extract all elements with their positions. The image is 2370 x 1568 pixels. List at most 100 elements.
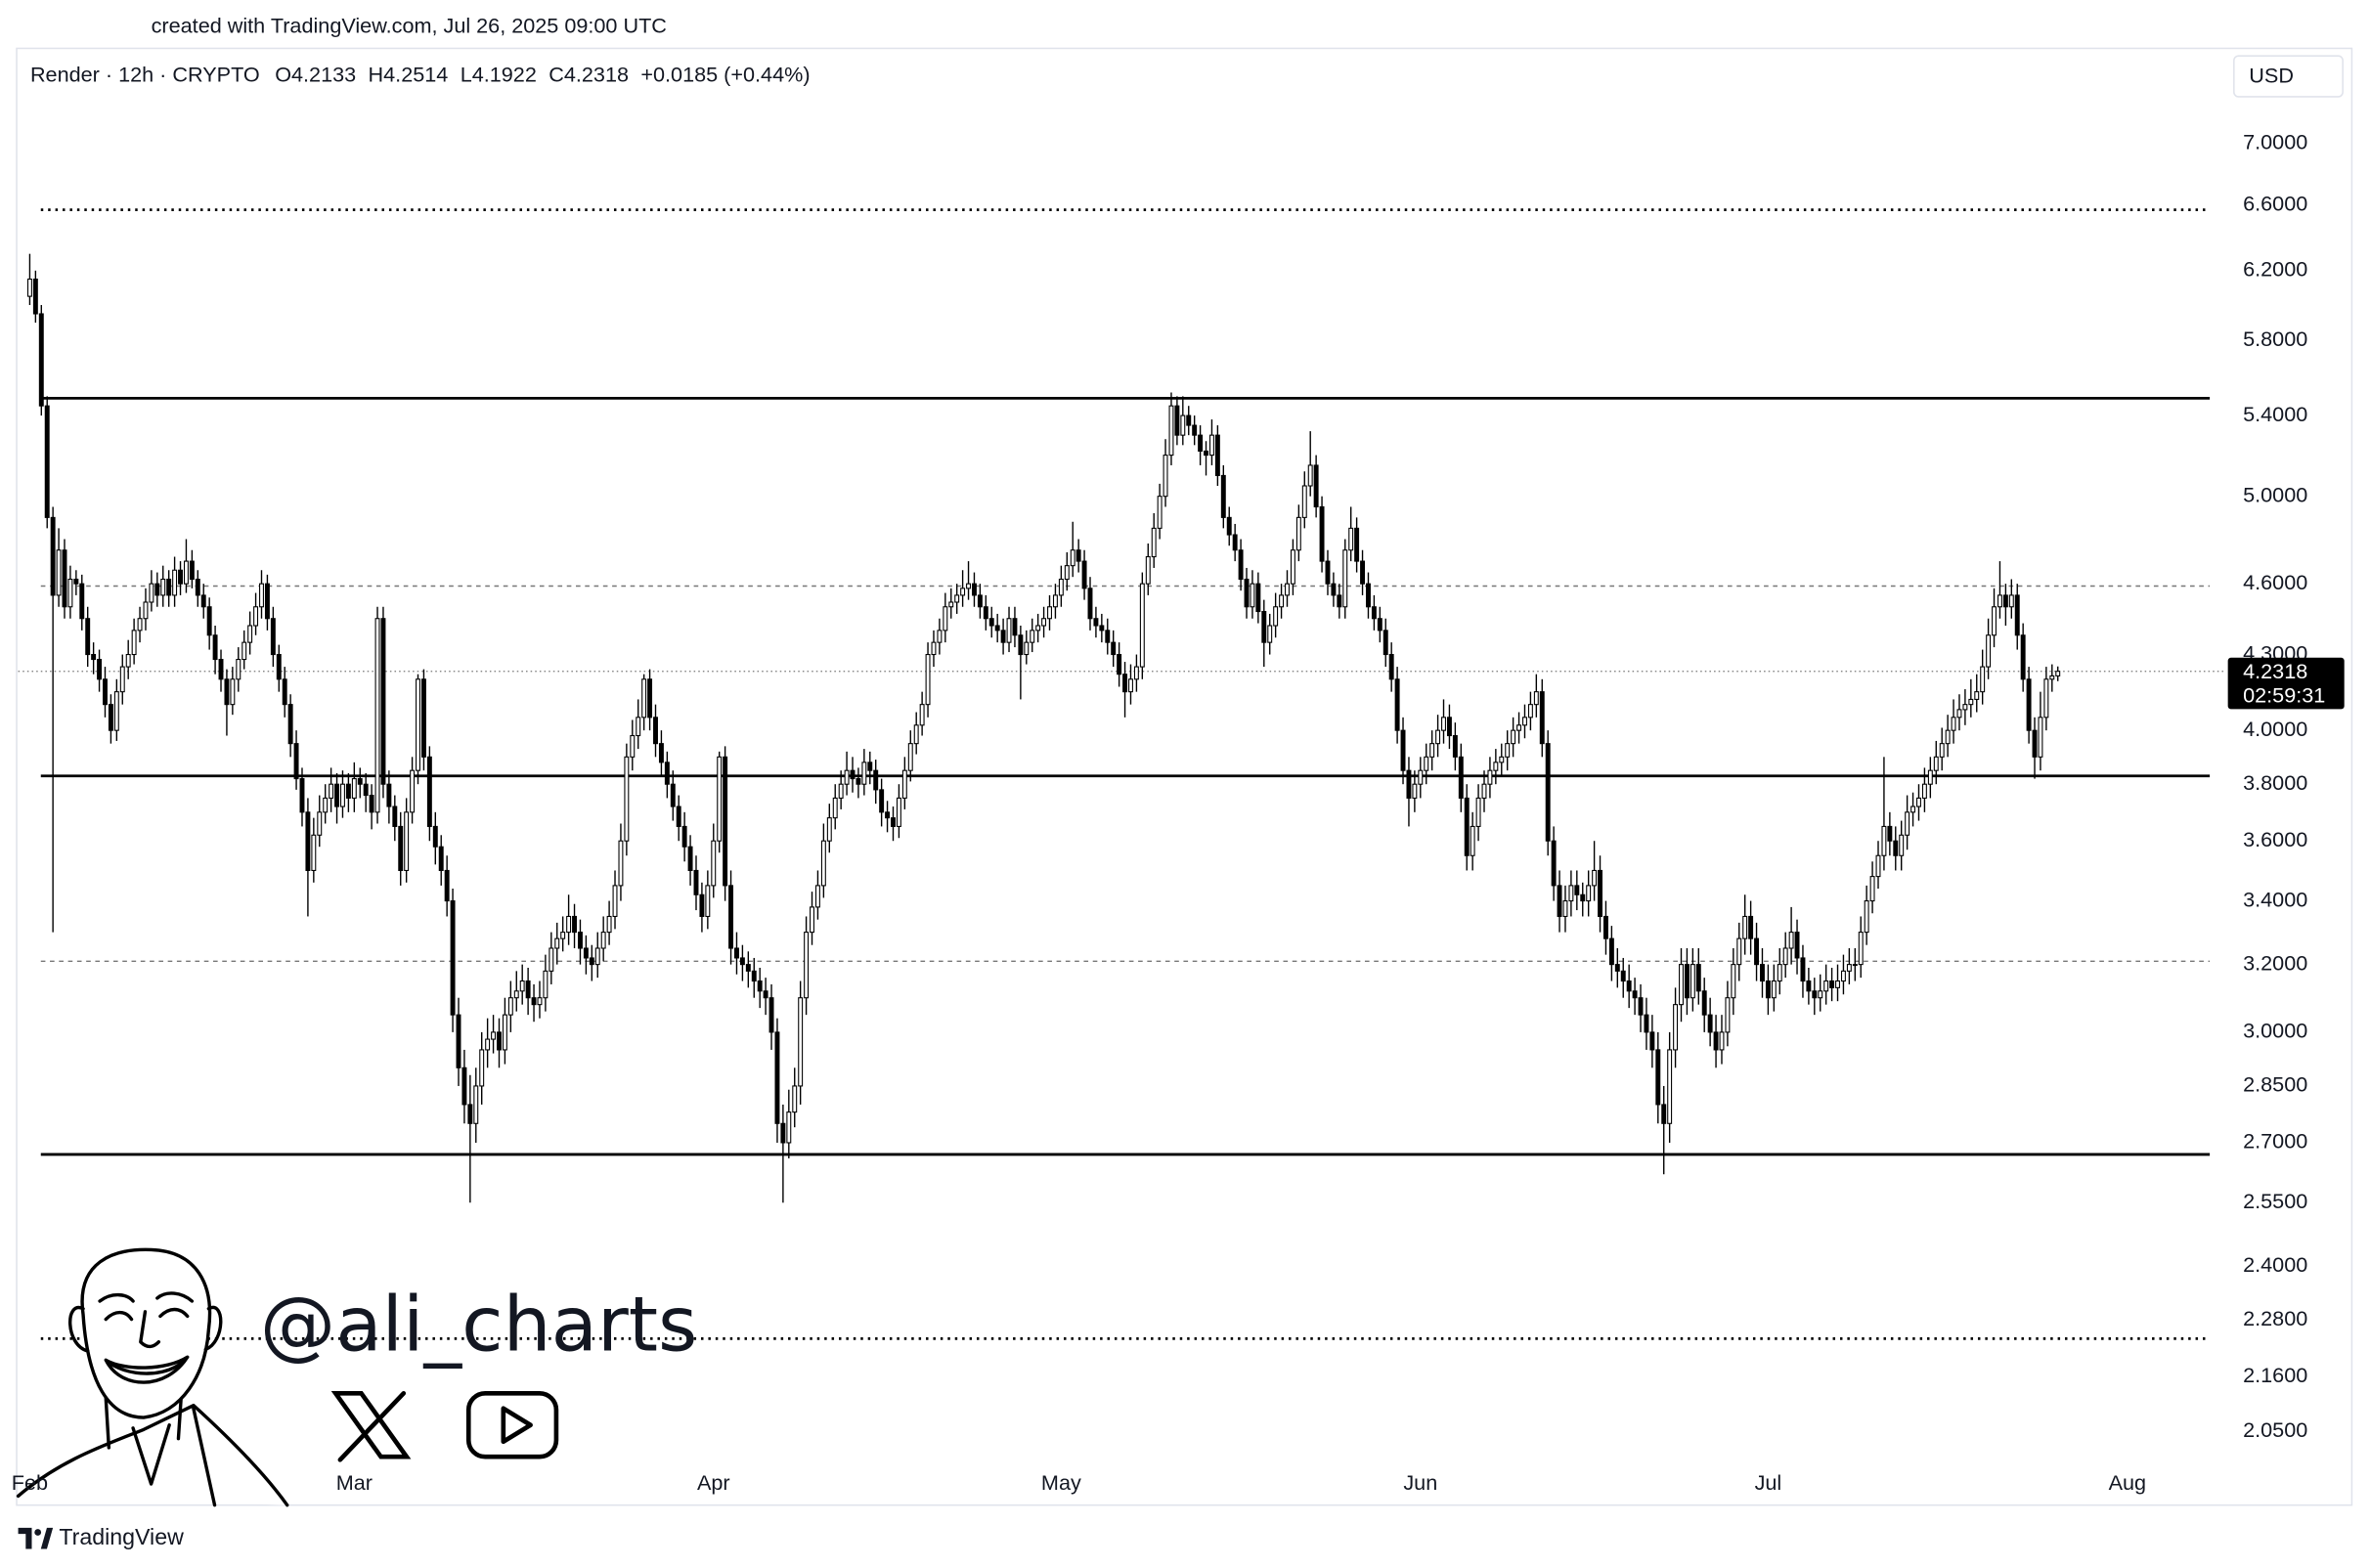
footer-logo xyxy=(18,1527,54,1549)
candle-body xyxy=(537,997,543,1006)
candle-body xyxy=(2026,678,2032,731)
candle-body xyxy=(497,1031,502,1051)
collar xyxy=(131,1407,217,1507)
candle-body xyxy=(1602,915,1608,939)
candle-body xyxy=(491,1031,497,1040)
y-tick-label: 2.0500 xyxy=(2243,1417,2307,1442)
candle-body xyxy=(560,932,566,939)
candle-body xyxy=(2043,678,2049,719)
candle-body xyxy=(1679,964,1684,1006)
y-tick-label: 3.0000 xyxy=(2243,1019,2307,1043)
logo-mark xyxy=(18,1527,32,1549)
candle-body xyxy=(1117,654,1122,675)
candle-body xyxy=(1673,1004,1679,1051)
candle-body xyxy=(583,947,589,959)
candle-body xyxy=(838,783,844,799)
candle-body xyxy=(305,811,311,872)
teeth xyxy=(110,1361,184,1375)
candle-body xyxy=(1099,625,1105,632)
candle-body xyxy=(519,980,525,992)
candle-body xyxy=(1452,734,1458,758)
x-tick-label: Jun xyxy=(1403,1470,1437,1495)
candle-body xyxy=(925,654,931,706)
candle-body xyxy=(311,834,317,872)
candle-body xyxy=(1910,806,1916,813)
candle-body xyxy=(485,1038,491,1051)
candle-body xyxy=(1394,678,1400,731)
candle-body xyxy=(1846,964,1852,972)
candle-body xyxy=(1041,618,1047,627)
candle-body xyxy=(780,1122,786,1144)
candle-body xyxy=(1087,588,1093,620)
candle-body xyxy=(160,578,166,596)
candle-body xyxy=(172,569,178,596)
candle-body xyxy=(1313,464,1319,508)
candle-body xyxy=(1204,450,1208,457)
candle-body xyxy=(1864,900,1869,934)
candle-body xyxy=(410,769,416,813)
candle-body xyxy=(1487,769,1493,785)
candle-body xyxy=(282,678,287,706)
footer-brand: TradingView xyxy=(59,1524,184,1549)
candle-body xyxy=(814,885,820,908)
candle-body xyxy=(1719,1031,1725,1051)
candle-body xyxy=(1644,1014,1649,1033)
y-tick-label: 3.2000 xyxy=(2243,950,2307,975)
candle-body xyxy=(1214,434,1220,476)
candle-body xyxy=(1226,516,1232,536)
candle-body xyxy=(1800,957,1806,982)
candle-body xyxy=(988,618,994,627)
candle-body xyxy=(687,846,693,872)
candle-body xyxy=(1075,549,1081,562)
candle-body xyxy=(606,915,612,934)
candle-body xyxy=(1250,583,1255,608)
candle-body xyxy=(149,583,154,603)
y-tick-label: 6.2000 xyxy=(2243,257,2307,282)
candle-body xyxy=(1377,618,1382,632)
candle-body xyxy=(1354,527,1360,562)
candle-body xyxy=(253,606,259,627)
candle-body xyxy=(1760,964,1765,982)
candle-body xyxy=(618,840,624,887)
candle-body xyxy=(1105,630,1111,643)
candle-body xyxy=(664,762,670,785)
candle-body xyxy=(745,964,751,972)
candle-body xyxy=(1539,691,1545,745)
candle-body xyxy=(1018,634,1024,656)
y-tick-label: 3.4000 xyxy=(2243,887,2307,911)
candle-body xyxy=(1916,797,1921,807)
candle-body xyxy=(2014,594,2020,636)
candle-body xyxy=(589,957,594,966)
candle-body xyxy=(1527,704,1533,719)
ohlc-value: 4.2514 xyxy=(383,62,448,86)
candle-body xyxy=(1464,797,1470,856)
candle-body xyxy=(1279,594,1285,608)
candle-body xyxy=(1505,743,1511,758)
candle-body xyxy=(1927,769,1933,785)
symbol-title: Render · 12h · CRYPTO xyxy=(30,62,260,86)
candle-body xyxy=(1661,1104,1667,1124)
candle-body xyxy=(1052,594,1058,608)
candle-body xyxy=(653,717,658,745)
candle-body xyxy=(1400,729,1406,771)
candle-body xyxy=(786,1111,792,1144)
y-tick-label: 2.4000 xyxy=(2243,1252,2307,1277)
candle-body xyxy=(1586,885,1592,902)
candle-body xyxy=(1360,560,1366,585)
x-tick-label: Jul xyxy=(1755,1470,1782,1495)
ohlc-label: L xyxy=(461,62,472,86)
candle-body xyxy=(1655,1049,1661,1106)
candle-body xyxy=(1000,630,1006,643)
y-tick-label: 4.6000 xyxy=(2243,570,2307,594)
candle-body xyxy=(913,724,919,745)
candle-body xyxy=(2002,594,2008,608)
candle-body xyxy=(1481,783,1487,799)
candle-body xyxy=(1035,625,1041,632)
candle-body xyxy=(734,947,739,959)
candle-body xyxy=(1145,555,1151,585)
candle-body xyxy=(1962,704,1968,711)
candle-body xyxy=(1307,464,1313,487)
head xyxy=(80,1247,212,1419)
candle-body xyxy=(404,811,410,872)
candle-body xyxy=(1168,405,1174,457)
